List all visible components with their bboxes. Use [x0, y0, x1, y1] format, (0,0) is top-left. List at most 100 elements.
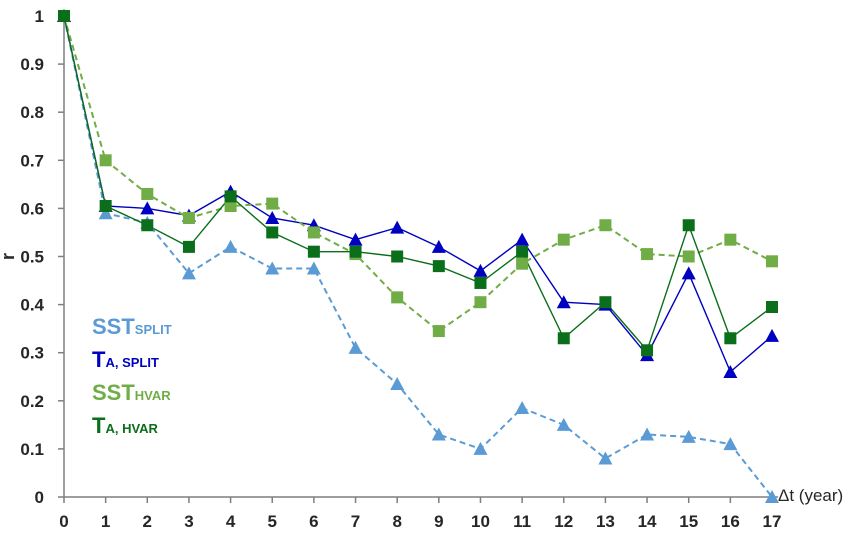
- y-tick-label: 0: [35, 488, 44, 507]
- series-0-point: [223, 239, 238, 253]
- series-2-point: [557, 233, 570, 246]
- series-1-point: [390, 220, 405, 234]
- y-tick-label: 0.4: [20, 296, 44, 315]
- series-2-point: [474, 296, 487, 309]
- y-tick-label: 1: [35, 7, 44, 26]
- series-3-point: [99, 199, 112, 212]
- y-axis-title: r: [0, 253, 18, 260]
- series-3-point: [766, 301, 778, 314]
- y-tick-label: 0.8: [20, 103, 44, 122]
- series-2-point: [766, 255, 778, 268]
- series-2-point: [391, 291, 404, 304]
- x-tick-label: 9: [434, 512, 443, 531]
- series-2-point: [182, 212, 195, 225]
- series-2-point: [432, 325, 445, 338]
- series-0-point: [765, 490, 779, 503]
- y-tick-label: 0.2: [20, 392, 44, 411]
- series-2-point: [99, 154, 112, 167]
- series-1-point: [765, 328, 779, 342]
- series-2-point: [682, 250, 695, 263]
- y-tick-label: 0.5: [20, 248, 44, 267]
- x-tick-label: 8: [392, 512, 401, 531]
- series-2-point: [724, 233, 737, 246]
- series-1-point: [556, 295, 571, 309]
- series-2-point: [516, 257, 529, 270]
- series-0-point: [390, 376, 405, 390]
- y-tick-label: 0.6: [20, 199, 44, 218]
- x-tick-label: 5: [268, 512, 277, 531]
- series-0-point: [640, 427, 655, 441]
- series-3-point: [141, 219, 154, 232]
- series-0-point: [723, 437, 738, 451]
- legend-subscript: A, SPLIT: [105, 355, 159, 370]
- series-1-point: [723, 364, 738, 378]
- series-0-point: [98, 206, 113, 220]
- series-3-point: [724, 332, 737, 345]
- legend-item-ta-hvar: TA, HVAR: [92, 411, 172, 444]
- series-2-point: [599, 219, 612, 232]
- series-3-point: [516, 245, 529, 258]
- series-line-3: [63, 15, 773, 352]
- series-line-2: [63, 15, 773, 333]
- series-3-point: [432, 260, 445, 273]
- x-tick-label: 17: [763, 512, 782, 531]
- x-tick-label: 15: [679, 512, 698, 531]
- legend: SSTSPLIT TA, SPLIT SSTHVAR TA, HVAR: [92, 312, 172, 444]
- series-3-point: [682, 219, 695, 232]
- x-tick-label: 0: [59, 512, 68, 531]
- series-1-point: [140, 201, 155, 215]
- series-0-point: [515, 401, 530, 415]
- x-tick-label: 2: [143, 512, 152, 531]
- x-tick-label: 12: [554, 512, 573, 531]
- series-1-point: [431, 239, 446, 253]
- y-tick-label: 0.1: [20, 440, 44, 459]
- series-3-point: [474, 276, 487, 289]
- series-0-point: [598, 451, 613, 465]
- x-tick-label: 6: [309, 512, 318, 531]
- series-3-point: [307, 245, 320, 258]
- series-0-point: [431, 427, 446, 441]
- series-3-point: [599, 296, 612, 309]
- legend-subscript: A, HVAR: [105, 421, 158, 436]
- series-3-point: [224, 190, 237, 203]
- x-axis-title: Δt (year): [778, 486, 843, 505]
- series-2-point: [224, 199, 237, 212]
- legend-item-ta-split: TA, SPLIT: [92, 345, 172, 378]
- x-tick-label: 11: [513, 512, 531, 531]
- series-3-point: [58, 10, 70, 22]
- legend-label: T: [92, 413, 106, 438]
- x-tick-label: 14: [638, 512, 657, 531]
- series-3-point: [557, 332, 570, 345]
- series-1-point: [515, 232, 530, 246]
- series-2-point: [266, 197, 279, 210]
- series-1-point: [265, 211, 280, 225]
- series-2-point: [307, 226, 320, 239]
- legend-subscript: SPLIT: [134, 322, 172, 337]
- x-tick-label: 10: [471, 512, 490, 531]
- series-2-point: [141, 187, 154, 200]
- series-3-point: [391, 250, 404, 263]
- legend-label: SST: [92, 314, 135, 339]
- y-tick-label: 0.3: [20, 344, 44, 363]
- series-0-point: [681, 429, 696, 443]
- series-0-point: [181, 266, 196, 280]
- series-0-point: [265, 261, 280, 275]
- legend-label: SST: [92, 380, 135, 405]
- legend-item-sst-split: SSTSPLIT: [92, 312, 172, 345]
- series-3-point: [641, 344, 654, 357]
- series-3-point: [266, 226, 279, 239]
- series-3-point: [182, 240, 195, 253]
- series-2-point: [641, 248, 654, 261]
- x-tick-label: 16: [721, 512, 740, 531]
- legend-label: T: [92, 347, 106, 372]
- series-1-point: [348, 232, 363, 246]
- series-3-point: [349, 245, 362, 258]
- series-0-point: [473, 441, 488, 455]
- x-tick-label: 4: [226, 512, 236, 531]
- series-line-0: [63, 15, 773, 498]
- x-tick-label: 13: [596, 512, 615, 531]
- y-tick-label: 0.9: [20, 55, 44, 74]
- series-1-point: [681, 266, 696, 280]
